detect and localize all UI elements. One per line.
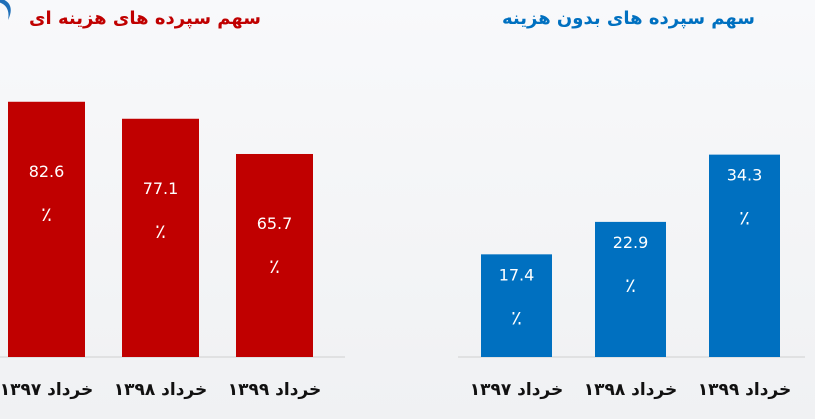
free-deposits-title: سهم سپرده های بدون هزینه bbox=[501, 8, 755, 29]
value-label: 65.7 bbox=[257, 214, 293, 233]
value-label: 34.3 bbox=[727, 166, 763, 185]
percent-sign-label: ٪ bbox=[625, 273, 636, 297]
percent-sign-label: ٪ bbox=[41, 202, 52, 226]
percent-sign-label: ٪ bbox=[511, 305, 522, 329]
category-label: خرداد ۱۳۹۹ bbox=[228, 380, 322, 400]
percent-sign-label: ٪ bbox=[269, 254, 280, 278]
bar bbox=[481, 254, 552, 357]
value-label: 82.6 bbox=[29, 162, 65, 181]
percent-sign-label: ٪ bbox=[739, 206, 750, 230]
cost-deposits-chart: 82.6 ٪ خرداد ۱۳۹۷ 77.1 ٪ خرداد ۱۳۹۸ 65.7 ٪ خرداد… bbox=[0, 101, 345, 400]
cost-deposits-title: سهم سپرده های هزینه ای bbox=[29, 8, 261, 29]
category-label: خرداد ۱۳۹۸ bbox=[114, 380, 208, 400]
category-label: خرداد ۱۳۹۷ bbox=[0, 380, 93, 400]
percent-sign-label: ٪ bbox=[155, 219, 166, 243]
value-label: 17.4 bbox=[499, 265, 535, 284]
bar bbox=[595, 221, 666, 357]
bar bbox=[8, 101, 85, 358]
category-label: خرداد ۱۳۹۹ bbox=[698, 380, 792, 400]
swirl-logo-icon bbox=[0, 0, 11, 20]
value-label: 77.1 bbox=[143, 179, 179, 198]
category-label: خرداد ۱۳۹۸ bbox=[584, 380, 678, 400]
bar bbox=[236, 153, 313, 357]
category-label: خرداد ۱۳۹۷ bbox=[470, 380, 564, 400]
bar bbox=[122, 118, 199, 357]
bar bbox=[709, 154, 780, 357]
value-label: 22.9 bbox=[613, 233, 649, 252]
